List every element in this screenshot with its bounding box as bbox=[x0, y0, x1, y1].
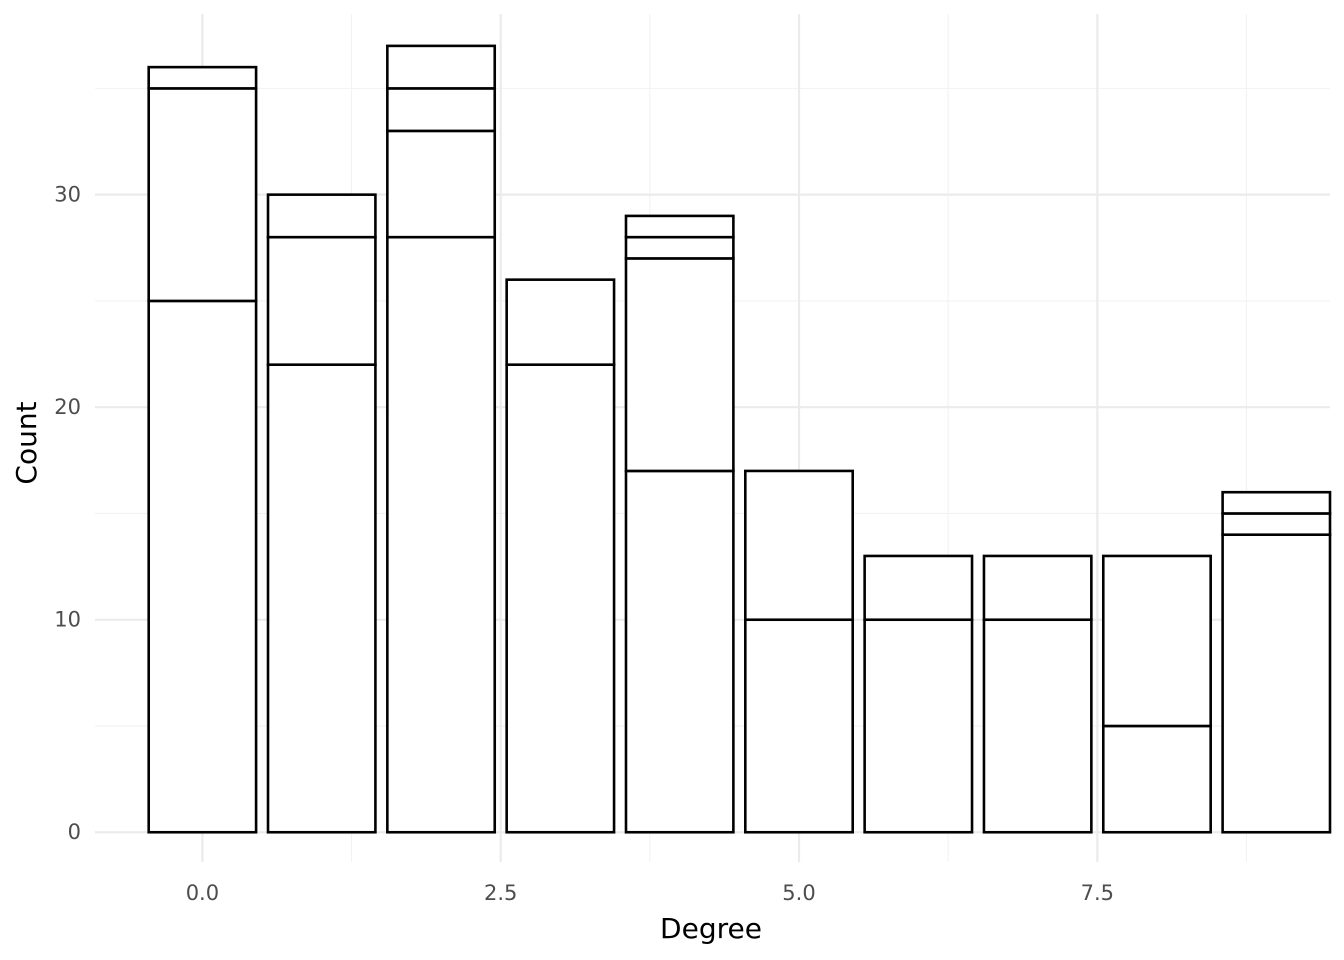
bar-segment bbox=[1221, 490, 1332, 515]
bar-stack bbox=[1101, 554, 1212, 834]
bar-stack bbox=[505, 278, 616, 834]
x-tick-label: 5.0 bbox=[782, 881, 815, 905]
y-tick-label: 0 bbox=[68, 820, 81, 844]
bar-segment bbox=[863, 554, 974, 622]
bar-segment bbox=[624, 257, 735, 473]
bar-segment bbox=[982, 554, 1093, 622]
bar-segment bbox=[266, 363, 377, 834]
bar-stack bbox=[863, 554, 974, 834]
bar-segment bbox=[744, 469, 855, 622]
bar-stack bbox=[744, 469, 855, 834]
bar-segment bbox=[386, 44, 497, 90]
bar-series bbox=[147, 44, 1332, 834]
y-tick-label: 10 bbox=[54, 608, 81, 632]
bar-stack bbox=[1221, 490, 1332, 834]
y-tick-label: 20 bbox=[54, 395, 81, 419]
bar-segment bbox=[624, 469, 735, 834]
bar-segment bbox=[1221, 512, 1332, 537]
bar-segment bbox=[147, 87, 258, 303]
bar-segment bbox=[266, 235, 377, 366]
bar-stack bbox=[982, 554, 1093, 834]
bar-segment bbox=[982, 618, 1093, 834]
bar-stack bbox=[266, 193, 377, 834]
bar-segment bbox=[147, 299, 258, 834]
y-axis-title: Count bbox=[10, 401, 43, 484]
bar-segment bbox=[863, 618, 974, 834]
bar-segment bbox=[624, 214, 735, 239]
bar-segment bbox=[266, 193, 377, 239]
bar-segment bbox=[505, 278, 616, 366]
x-tick-label: 0.0 bbox=[186, 881, 219, 905]
bar-segment bbox=[505, 363, 616, 834]
bar-stack bbox=[386, 44, 497, 834]
bar-segment bbox=[1101, 724, 1212, 834]
bar-stack bbox=[147, 65, 258, 834]
bar-segment bbox=[147, 65, 258, 90]
bar-segment bbox=[744, 618, 855, 834]
bar-segment bbox=[1221, 533, 1332, 834]
tick-labels: 0.0 2.5 5.0 7.5 0 10 20 30 bbox=[54, 183, 1114, 905]
bar-segment bbox=[1101, 554, 1212, 728]
bar-segment bbox=[386, 129, 497, 239]
x-tick-label: 7.5 bbox=[1081, 881, 1114, 905]
x-tick-label: 2.5 bbox=[484, 881, 517, 905]
bar-segment bbox=[624, 235, 735, 260]
y-tick-label: 30 bbox=[54, 183, 81, 207]
x-axis-title: Degree bbox=[660, 912, 762, 945]
bar-segment bbox=[386, 235, 497, 834]
bar-stack bbox=[624, 214, 735, 834]
bar-segment bbox=[386, 87, 497, 133]
